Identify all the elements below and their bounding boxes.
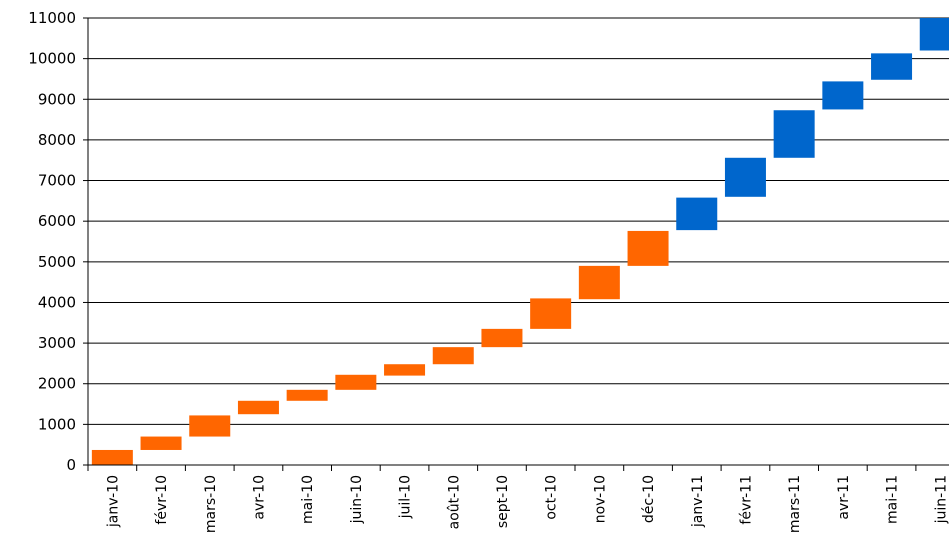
- x-tick-label: avr-11: [836, 475, 852, 520]
- x-tick-label: juin-10: [349, 475, 365, 524]
- bar: [286, 389, 328, 401]
- x-tick-label: mai-11: [885, 475, 901, 524]
- bar: [384, 364, 426, 376]
- y-tick-label: 6000: [38, 212, 76, 230]
- bar: [481, 328, 523, 348]
- gridlines: [88, 17, 949, 425]
- y-tick-label: 2000: [38, 375, 76, 393]
- bar: [432, 347, 474, 365]
- bar: [91, 449, 133, 465]
- x-tick-label: janv-10: [105, 475, 121, 528]
- x-tick-label: oct-10: [544, 475, 560, 520]
- bar: [627, 230, 669, 266]
- x-tick-label: janv-11: [690, 475, 706, 528]
- bar: [773, 110, 815, 158]
- x-tick-label: mars-10: [203, 475, 219, 533]
- bar: [822, 81, 864, 110]
- x-tick-label: févr-10: [154, 475, 170, 525]
- x-tick-label: avr-10: [251, 475, 267, 520]
- y-tick-label: 4000: [38, 293, 76, 311]
- x-tick-label: mars-11: [787, 475, 803, 533]
- x-tick-label: févr-11: [738, 475, 754, 525]
- bars: [91, 18, 949, 465]
- x-tick-label: juin-11: [933, 475, 949, 524]
- x-tick-label: mai-10: [300, 475, 316, 524]
- y-tick-label: 3000: [38, 334, 76, 352]
- x-tick-label: août-10: [446, 475, 462, 529]
- y-tick-label: 5000: [38, 253, 76, 271]
- y-tick-label: 0: [66, 456, 76, 474]
- y-tick-label: 7000: [38, 172, 76, 190]
- x-tick-label: nov-10: [592, 475, 608, 523]
- bar: [530, 298, 572, 329]
- bar: [724, 157, 766, 197]
- axes: [83, 17, 949, 471]
- x-tick-label: déc-10: [641, 475, 657, 523]
- y-tick-label: 11000: [28, 9, 76, 27]
- bar: [578, 265, 620, 300]
- y-tick-label: 9000: [38, 90, 76, 108]
- x-tick-labels: janv-10 févr-10 mars-10 avr-10 mai-10 juin-10…: [105, 475, 949, 533]
- bar: [335, 374, 377, 390]
- y-tick-labels: 0 1000 2000 3000 4000 5000 6000 7000 8000 9000 100…: [28, 9, 76, 474]
- x-tick-label: sept-10: [495, 475, 511, 528]
- bar: [919, 18, 949, 51]
- y-tick-label: 1000: [38, 415, 76, 433]
- y-tick-label: 10000: [28, 50, 76, 68]
- bar: [871, 53, 913, 80]
- bar: [237, 400, 279, 415]
- x-tick-label: juil-10: [398, 475, 414, 519]
- bar: [676, 197, 718, 231]
- bar: [140, 436, 182, 450]
- y-tick-label: 8000: [38, 131, 76, 149]
- bar: [189, 415, 231, 437]
